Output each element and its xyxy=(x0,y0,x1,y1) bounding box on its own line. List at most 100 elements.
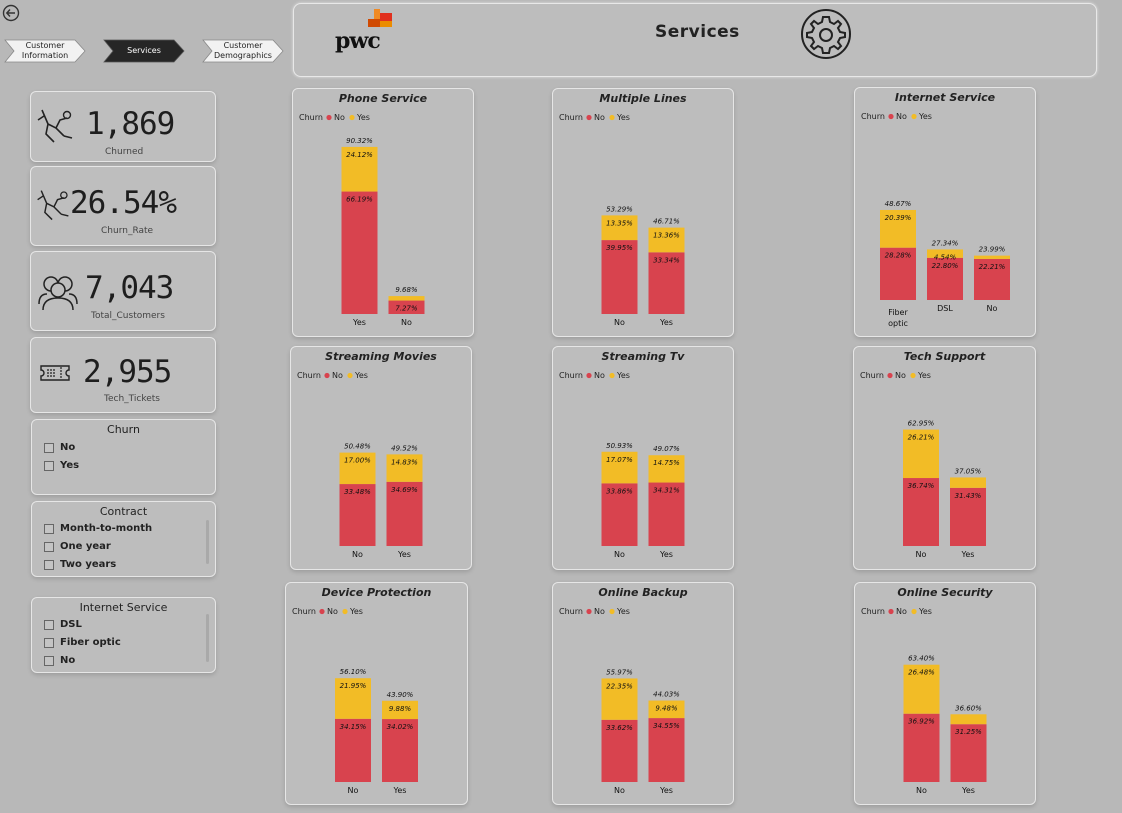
option-label: One year xyxy=(60,541,111,552)
bar-segment-no xyxy=(601,483,638,546)
legend-label-yes: Yes xyxy=(616,607,630,616)
total-label: 27.34% xyxy=(932,239,959,247)
bar-segment-no xyxy=(950,487,986,546)
checkbox[interactable] xyxy=(44,655,54,666)
checkbox[interactable] xyxy=(44,619,54,630)
bar-segment-yes xyxy=(335,678,371,719)
checkbox[interactable] xyxy=(44,523,54,534)
bar-segment-no xyxy=(341,191,378,314)
data-label-yes: 20.39% xyxy=(885,214,912,222)
scrollbar[interactable] xyxy=(206,520,209,564)
slicer-option-dsl[interactable]: DSL xyxy=(44,619,82,630)
checkbox[interactable] xyxy=(44,559,54,570)
checkbox[interactable] xyxy=(44,460,54,471)
chevron-shape xyxy=(103,39,185,63)
legend-title: Churn xyxy=(860,371,884,380)
legend-label-no: No xyxy=(896,112,907,121)
chart-title: Streaming Tv xyxy=(602,350,686,363)
total-label: 55.97% xyxy=(606,668,633,676)
slicer-option-no[interactable]: No xyxy=(44,655,75,666)
legend-label-no: No xyxy=(896,607,907,616)
data-label-no: 39.95% xyxy=(606,244,633,252)
nav-tab-customer-information[interactable]: Customer Information xyxy=(4,39,86,63)
chart-internet-service: Internet Service Churn No Yes 28.28% 20.39% 48… xyxy=(854,87,1036,337)
chart-svg: Online Security Churn No Yes 36.92% 26.48% 63.… xyxy=(861,586,993,795)
nav-tab-customer-demographics[interactable]: Customer Demographics xyxy=(202,39,284,63)
data-label-yes: 13.35% xyxy=(606,219,633,227)
data-label-no: 34.31% xyxy=(653,487,680,495)
kpi-value: 26.54% xyxy=(70,185,177,221)
total-label: 62.95% xyxy=(908,420,935,428)
legend-marker-no xyxy=(888,608,894,615)
nav-tab-label: Customer Information xyxy=(21,41,69,60)
bar-segment-no xyxy=(648,482,685,546)
chart-svg: Phone Service Churn No Yes 66.19% 24.12% 90.32… xyxy=(299,92,428,327)
gear-icon xyxy=(801,9,851,59)
category-label: Yes xyxy=(961,550,975,559)
legend-title: Churn xyxy=(861,607,885,616)
category-label: No xyxy=(614,550,625,559)
total-label: 23.99% xyxy=(979,246,1006,254)
slicer-option-yes[interactable]: Yes xyxy=(44,460,79,471)
checkbox[interactable] xyxy=(44,442,54,453)
chart-phone-service: Phone Service Churn No Yes 66.19% 24.12% 90.32… xyxy=(292,88,474,337)
bar-segment-no xyxy=(903,713,940,782)
chart-online-backup: Online Backup Churn No Yes 33.62% 22.35% 55.97… xyxy=(552,582,734,805)
scrollbar[interactable] xyxy=(206,614,209,662)
bar-segment-yes xyxy=(950,477,986,488)
slicer-option-one-year[interactable]: One year xyxy=(44,541,111,552)
kpi-card-churn-rate: 26.54% Churn_Rate xyxy=(30,166,216,246)
kpi-value: 2,955 xyxy=(83,354,172,390)
slicer-title: Churn xyxy=(107,423,140,436)
data-label-no: 7.27% xyxy=(395,305,418,313)
bar-segment-yes xyxy=(339,452,376,485)
category-label: Yes xyxy=(397,550,411,559)
option-label: No xyxy=(60,442,76,453)
checkbox[interactable] xyxy=(44,637,54,648)
kpi-value: 1,869 xyxy=(86,106,175,142)
checkbox[interactable] xyxy=(44,541,54,552)
slicer-option-fiber-optic[interactable]: Fiber optic xyxy=(44,637,121,648)
total-label: 50.48% xyxy=(344,443,371,451)
data-label-no: 22.80% xyxy=(932,262,959,270)
chart-svg: Tech Support Churn No Yes 36.74% 26.21% 62.95%… xyxy=(860,350,986,559)
legend-marker-no xyxy=(326,114,332,121)
bar-segment-yes xyxy=(880,209,916,248)
kpi-label: Total_Customers xyxy=(91,311,165,321)
slicer-option-no[interactable]: No xyxy=(44,442,75,453)
kpi-card-tech-tickets: 2,955 Tech_Tickets xyxy=(30,337,216,413)
category-label: Yes xyxy=(659,318,673,327)
slicer-internet-service: Internet Service DSL Fiber optic No xyxy=(31,597,216,673)
category-label: No xyxy=(614,318,625,327)
legend-label-no: No xyxy=(594,607,605,616)
legend-marker-yes xyxy=(609,114,615,121)
data-label-yes: 22.35% xyxy=(606,682,633,690)
total-label: 37.05% xyxy=(955,467,982,475)
total-label: 44.03% xyxy=(653,691,680,699)
chart-streaming-tv: Streaming Tv Churn No Yes 33.86% 17.07% 50.93%… xyxy=(552,346,734,570)
legend-label-yes: Yes xyxy=(917,371,931,380)
slicer-option-month-to-month[interactable]: Month-to-month xyxy=(44,523,152,534)
data-label-no: 34.15% xyxy=(340,723,367,731)
bar-segment-no xyxy=(974,258,1010,300)
bar-segment-yes xyxy=(903,429,939,479)
bar-segment-no xyxy=(386,481,423,546)
bar-segment-no xyxy=(339,484,376,546)
data-label-no: 33.48% xyxy=(344,488,371,496)
bar-segment-yes xyxy=(601,678,638,720)
bar-segment-no xyxy=(335,718,371,782)
data-label-no: 36.92% xyxy=(908,718,935,726)
bar-segment-no xyxy=(648,252,685,314)
chart-title: Tech Support xyxy=(904,350,986,363)
nav-tab-services[interactable]: Services xyxy=(103,39,185,63)
data-label-no: 34.02% xyxy=(387,723,414,731)
legend-marker-no xyxy=(319,608,325,615)
data-label-no: 36.74% xyxy=(908,482,935,490)
legend-label-yes: Yes xyxy=(354,371,368,380)
category-label: Yes xyxy=(352,318,366,327)
person-falling-icon xyxy=(37,109,73,143)
back-arrow-icon[interactable] xyxy=(2,4,20,22)
slicer-option-two-years[interactable]: Two years xyxy=(44,559,116,570)
data-label-yes: 13.36% xyxy=(653,232,680,240)
legend-label-no: No xyxy=(594,371,605,380)
